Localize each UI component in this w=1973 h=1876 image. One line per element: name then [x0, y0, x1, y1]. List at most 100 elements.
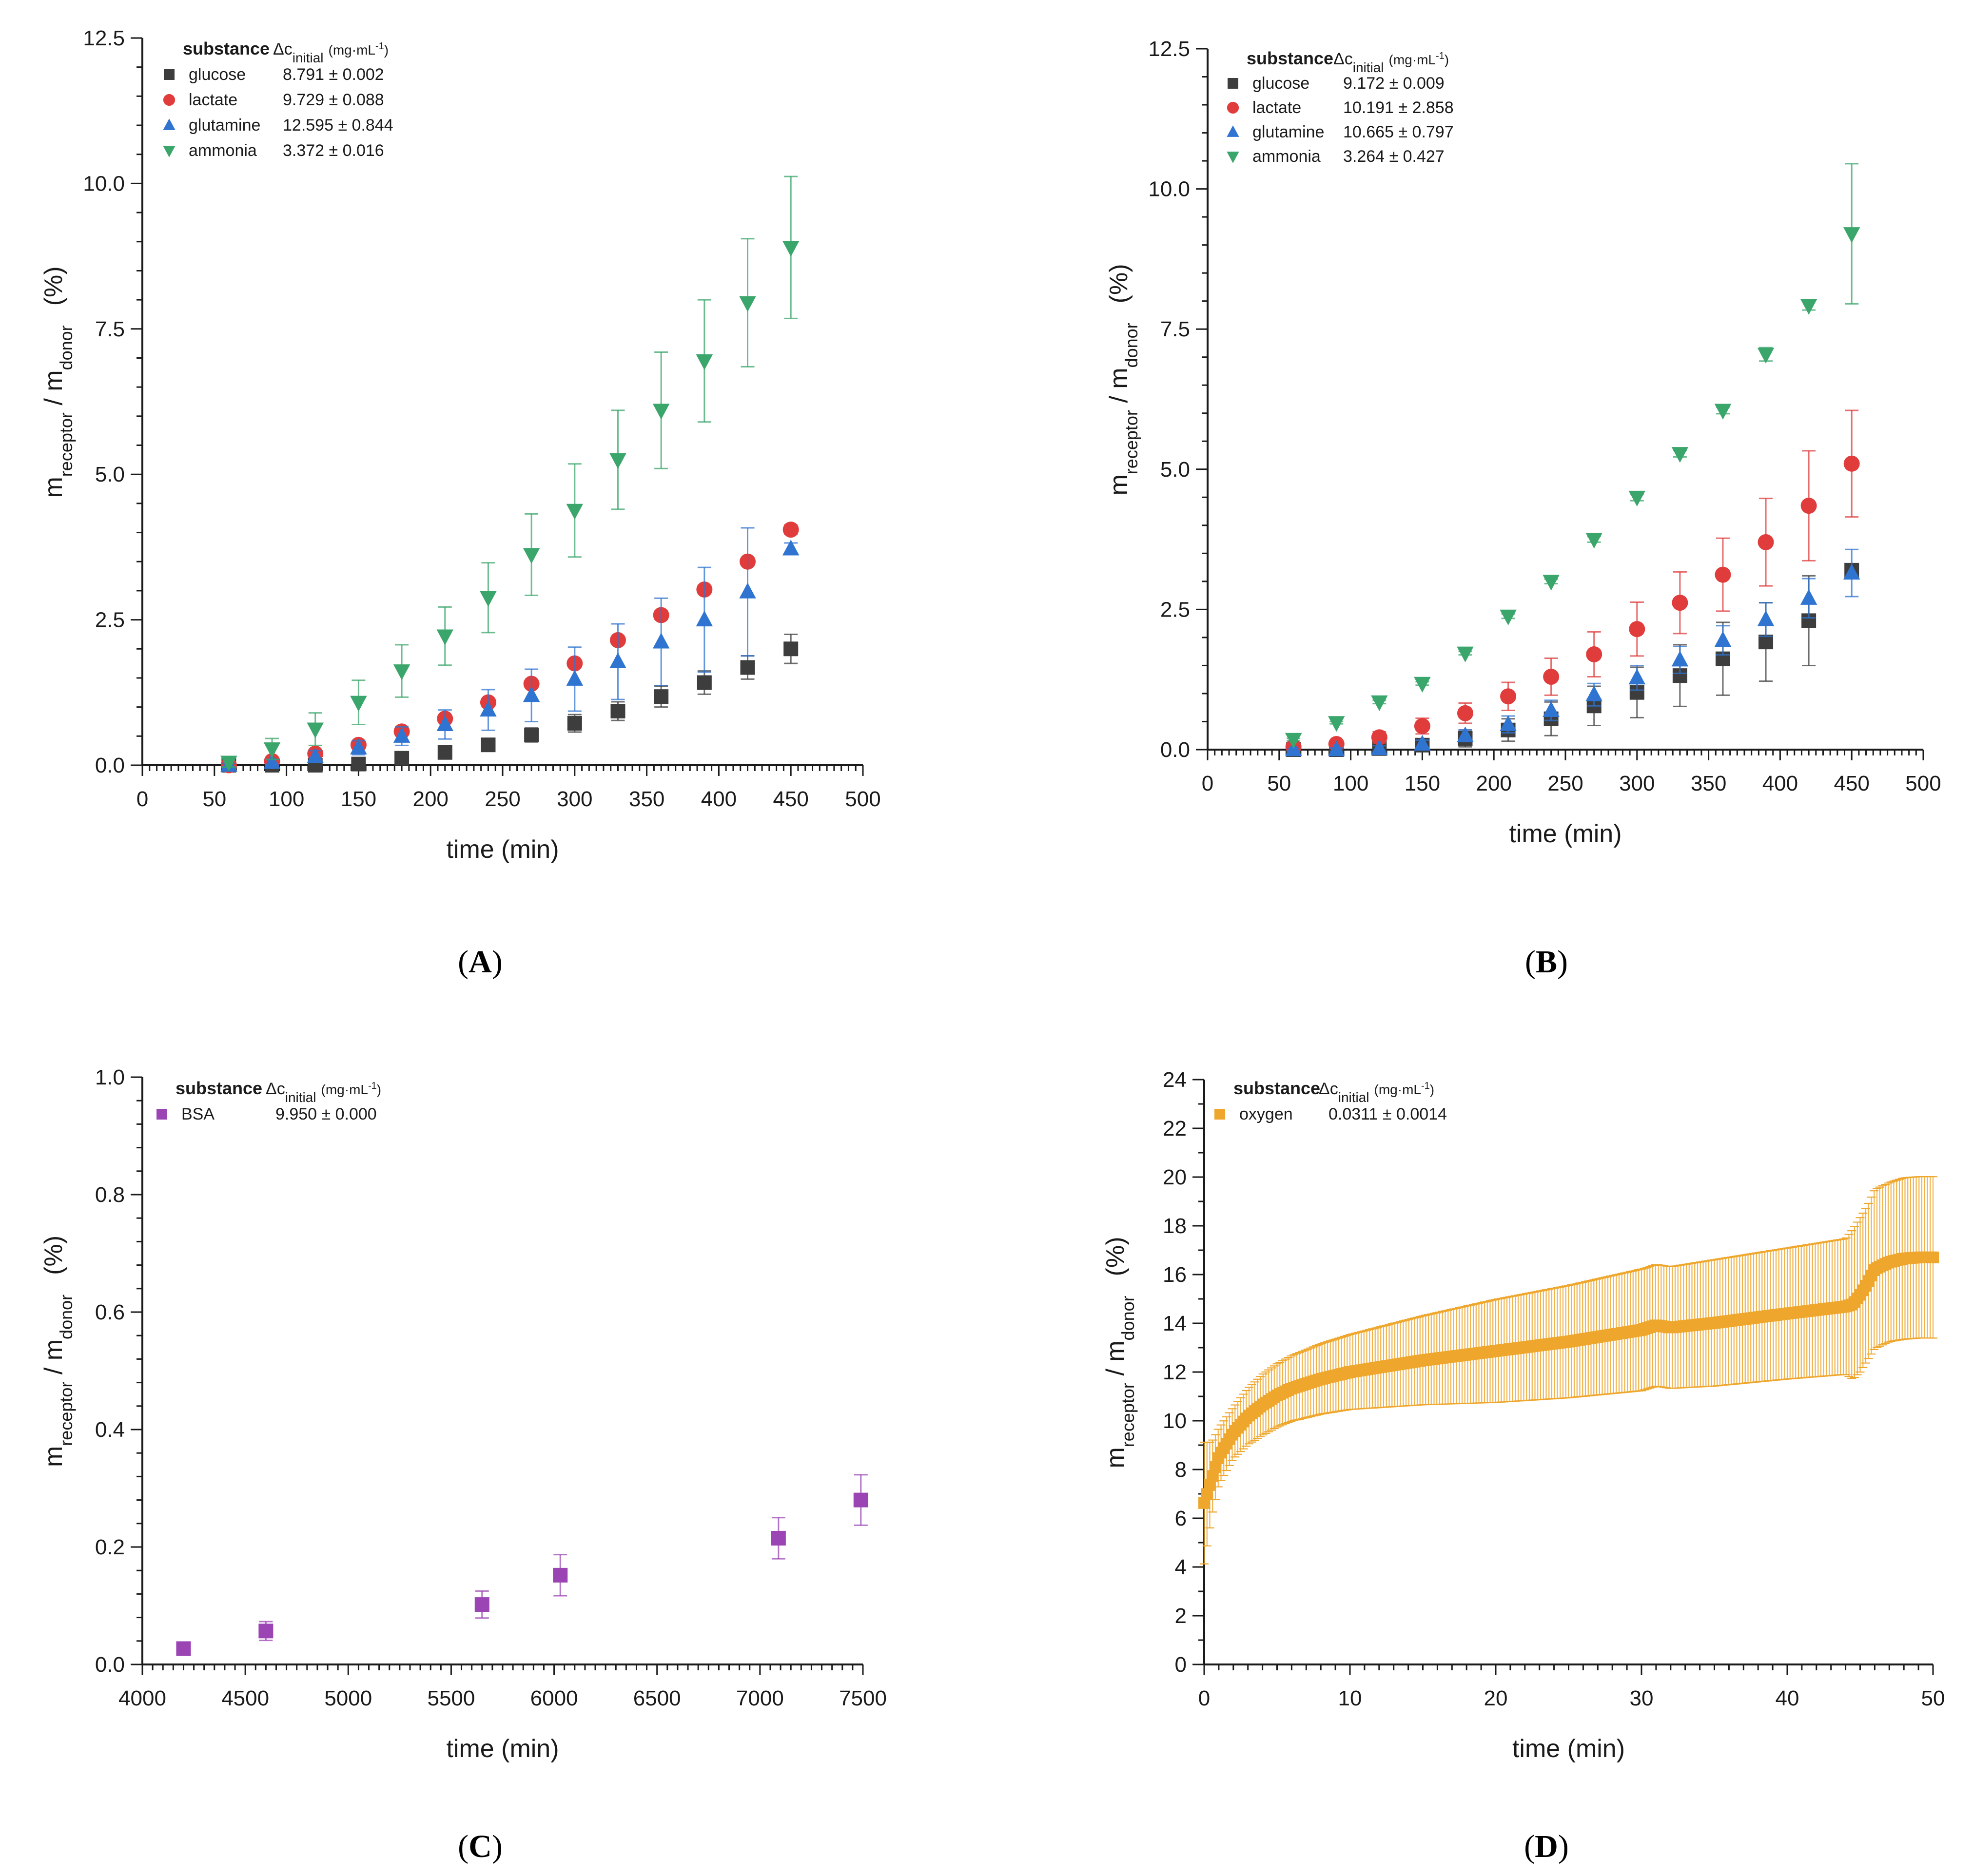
y-tick-label: 12 — [1163, 1360, 1187, 1384]
legend-substance-header: substance — [183, 39, 270, 58]
data-point — [1671, 447, 1689, 463]
y-tick-label: 0.4 — [95, 1418, 125, 1442]
data-point — [524, 727, 539, 742]
data-point — [1800, 299, 1817, 315]
series-oxygen — [1198, 1176, 1939, 1565]
y-title-receptor: receptor — [56, 1382, 76, 1446]
data-point — [523, 548, 540, 564]
legend-label-ammonia: ammonia — [189, 141, 257, 160]
data-point — [1714, 404, 1732, 420]
data-point — [394, 751, 410, 766]
x-tick-label: 500 — [845, 787, 880, 811]
y-title-donor: donor — [56, 1295, 76, 1339]
data-point — [567, 716, 582, 731]
x-tick-label: 6500 — [633, 1686, 681, 1710]
panel-label: (D) — [1524, 1829, 1569, 1864]
data-point — [1457, 726, 1474, 742]
y-title-unit: (%) — [1105, 264, 1133, 303]
data-point — [783, 641, 799, 657]
legend-marker — [1227, 152, 1239, 163]
y-tick-label: 7.5 — [95, 317, 125, 341]
legend-substance-header: substance — [176, 1078, 262, 1098]
x-tick-label: 7000 — [736, 1686, 784, 1710]
x-tick-label: 250 — [1547, 772, 1583, 795]
y-title-unit: (%) — [39, 266, 68, 306]
panel-label-close-paren: ) — [1557, 944, 1568, 980]
y-tick-label: 10 — [1163, 1409, 1187, 1433]
legend-label-BSA: BSA — [181, 1105, 215, 1123]
x-tick-label: 200 — [412, 787, 448, 811]
legend-label-oxygen: oxygen — [1239, 1105, 1293, 1123]
y-tick-label: 2 — [1175, 1604, 1187, 1628]
y-tick-label: 7.5 — [1160, 317, 1190, 341]
data-point — [1628, 668, 1646, 685]
data-point — [1714, 631, 1732, 647]
data-point — [696, 354, 713, 370]
y-title-donor: donor — [1118, 1296, 1138, 1340]
data-point — [697, 675, 712, 690]
data-point — [1328, 740, 1345, 756]
panel-label: (A) — [458, 944, 503, 980]
data-point — [553, 1567, 568, 1583]
legend-value-oxygen: 0.0311 ± 0.0014 — [1328, 1105, 1447, 1123]
legend-value-glucose: 8.791 ± 0.002 — [283, 65, 384, 84]
data-point — [1414, 735, 1431, 751]
legend-value-glucose: 9.172 ± 0.009 — [1343, 74, 1445, 93]
data-point — [307, 722, 324, 738]
data-point — [609, 652, 626, 669]
data-point — [523, 686, 540, 702]
x-tick-label: 50 — [1921, 1686, 1945, 1710]
legend-marker — [163, 94, 176, 106]
legend-unit-close: ) — [1430, 1082, 1434, 1097]
y-title-receptor: receptor — [56, 412, 76, 477]
y-title-m: m — [39, 1446, 68, 1467]
legend-unit-exp: -1 — [1421, 1081, 1430, 1091]
data-point — [393, 664, 410, 680]
data-point — [1586, 646, 1602, 662]
y-tick-label: 16 — [1163, 1263, 1187, 1287]
data-point — [853, 1492, 868, 1508]
data-point — [696, 610, 713, 627]
legend-substance-header: substance — [1233, 1078, 1320, 1098]
data-point — [782, 522, 799, 538]
y-tick-label: 12.5 — [1148, 37, 1190, 61]
x-tick-label: 20 — [1484, 1686, 1508, 1710]
data-point — [609, 453, 626, 469]
y-title-slash: / m — [1101, 1340, 1130, 1383]
legend-substance-header: substance — [1247, 48, 1333, 68]
legend-label-ammonia: ammonia — [1252, 147, 1321, 166]
x-tick-label: 4500 — [221, 1686, 269, 1710]
y-tick-label: 2.5 — [95, 608, 125, 632]
y-title-slash: / m — [39, 1339, 68, 1382]
x-tick-label: 200 — [1476, 772, 1511, 795]
legend-header: substance — [1247, 48, 1333, 68]
legend-marker — [163, 118, 176, 130]
data-point — [1285, 733, 1302, 749]
panel-label-open-paren: ( — [1524, 1829, 1535, 1864]
y-tick-label: 0 — [1175, 1653, 1187, 1677]
data-point — [1843, 455, 1860, 472]
legend-marker — [156, 1109, 167, 1120]
y-tick-label: 0.0 — [1160, 738, 1190, 762]
legend-unit-exp: -1 — [1436, 51, 1445, 61]
data-point — [652, 633, 670, 649]
y-tick-label: 14 — [1163, 1312, 1187, 1335]
legend-marker — [163, 146, 176, 157]
data-point — [350, 696, 367, 712]
x-axis-title: time (min) — [1509, 820, 1621, 848]
y-tick-label: 1.0 — [95, 1065, 125, 1089]
y-title-receptor: receptor — [1118, 1383, 1138, 1447]
series-glucose — [221, 633, 799, 773]
legend-delta-c: Δc — [1333, 50, 1353, 68]
x-tick-label: 40 — [1776, 1686, 1799, 1710]
x-tick-label: 300 — [1619, 772, 1655, 795]
legend-label-glutamine: glutamine — [189, 116, 260, 135]
legend-delta-header: Δcinitial (mg·mL-1) — [266, 1080, 381, 1105]
legend-label-glucose: glucose — [189, 65, 246, 84]
data-point — [1758, 534, 1774, 550]
y-title-m: m — [1101, 1447, 1130, 1468]
legend-delta-c: Δc — [1319, 1080, 1338, 1098]
data-point — [176, 1641, 191, 1656]
data-point — [307, 747, 324, 763]
